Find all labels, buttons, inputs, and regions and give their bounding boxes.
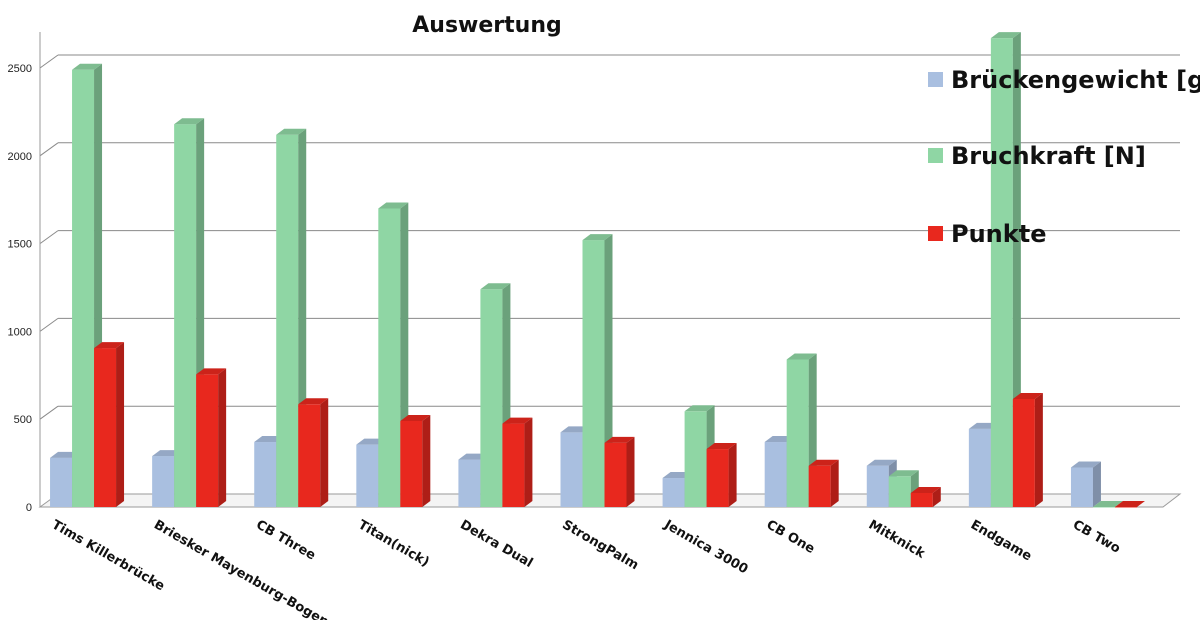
gridline-depth <box>39 405 59 420</box>
gridline-depth <box>39 317 59 332</box>
y-tick-label: 2000 <box>8 151 32 163</box>
x-tick-label: Jennica 3000 <box>661 517 751 577</box>
legend-label: Bruchkraft [N] <box>951 142 1146 170</box>
bar <box>1070 461 1101 507</box>
x-tick-label: CB Three <box>253 517 318 563</box>
bar <box>582 234 613 507</box>
legend-label: Brückengewicht [g] <box>951 66 1200 94</box>
legend-entry: Punkte <box>928 220 1046 248</box>
bar <box>1012 393 1043 507</box>
y-tick-label: 1000 <box>8 326 32 338</box>
x-tick-label: Dekra Dual <box>457 517 535 571</box>
bar <box>1114 501 1145 508</box>
legend: Brückengewicht [g] Bruchkraft [N] Punkte <box>928 66 1200 248</box>
legend-swatch <box>928 148 943 163</box>
legend-entry: Brückengewicht [g] <box>928 66 1200 94</box>
x-tick-label: Mitknick <box>866 517 928 561</box>
y-axis-ticks: 0 500 1000 1500 2000 2500 <box>8 63 32 514</box>
bar <box>604 436 635 507</box>
bar <box>910 486 941 507</box>
bar <box>706 443 737 507</box>
x-tick-label: CB One <box>764 517 818 557</box>
y-tick-label: 1500 <box>8 239 32 251</box>
bar <box>1092 501 1123 508</box>
legend-label: Punkte <box>951 220 1046 248</box>
chart-title: Auswertung <box>412 13 561 38</box>
gridline-depth <box>39 54 59 69</box>
bar <box>808 459 839 507</box>
bar <box>196 368 227 507</box>
x-tick-label: Briesker Mayenburg-Bogen <box>151 517 331 620</box>
bar <box>502 417 533 507</box>
legend-swatch <box>928 72 943 87</box>
y-tick-label: 500 <box>14 414 32 426</box>
legend-swatch <box>928 226 943 241</box>
bar <box>298 398 329 507</box>
gridline-depth <box>39 142 59 157</box>
y-tick-label: 0 <box>26 502 32 514</box>
x-tick-label: Endgame <box>968 517 1034 564</box>
bars <box>50 32 1145 508</box>
bar <box>400 414 431 507</box>
x-tick-label: Tims Killerbrücke <box>49 517 167 594</box>
y-tick-label: 2500 <box>8 63 32 75</box>
gridline-depth <box>39 230 59 245</box>
x-tick-label: Titan(nick) <box>355 517 431 570</box>
bar <box>94 342 125 507</box>
x-tick-label: CB Two <box>1070 517 1123 556</box>
legend-entry: Bruchkraft [N] <box>928 142 1146 170</box>
x-tick-label: StrongPalm <box>560 517 641 573</box>
bar <box>990 32 1021 507</box>
